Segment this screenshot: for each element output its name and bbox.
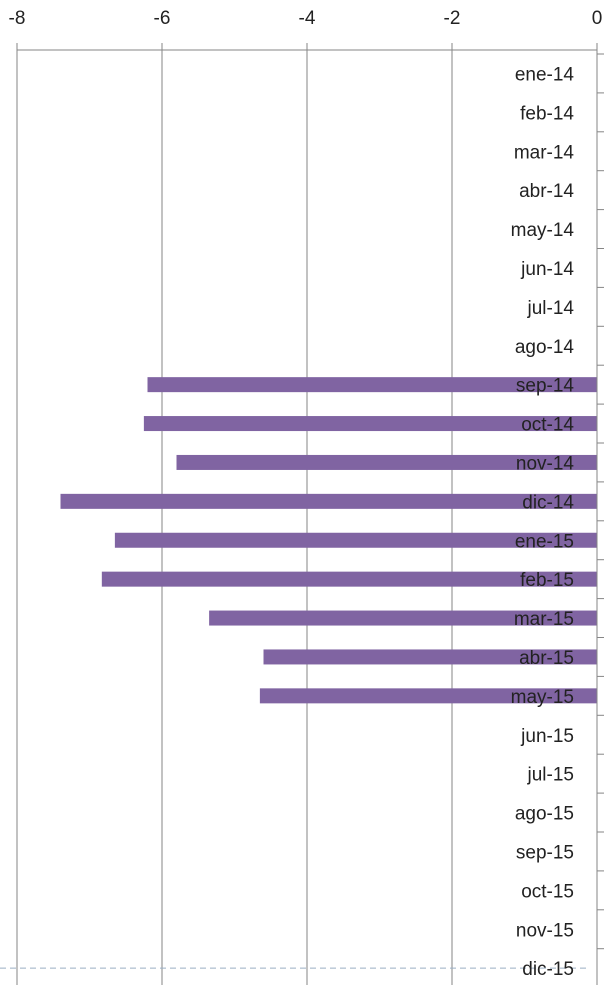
bar: [176, 454, 597, 470]
x-tick-label: 0: [592, 8, 603, 29]
category-label: nov-14: [516, 453, 575, 474]
category-label: ago-14: [515, 337, 575, 358]
bar: [114, 532, 597, 548]
category-label: jun-15: [520, 726, 574, 747]
category-label: jun-14: [520, 259, 574, 280]
category-label: jul-14: [527, 298, 575, 319]
x-tick-label: -8: [9, 8, 26, 29]
category-label: jul-15: [527, 765, 574, 786]
bar: [101, 571, 597, 587]
category-label: oct-14: [521, 415, 574, 436]
category-label: oct-15: [521, 881, 574, 902]
category-label: ene-15: [515, 531, 574, 552]
x-tick-label: -4: [299, 8, 316, 29]
category-label: abr-15: [519, 648, 574, 669]
category-label: ene-14: [515, 64, 575, 85]
bar: [209, 610, 597, 626]
x-tick-label: -2: [444, 8, 461, 29]
category-label: sep-15: [516, 842, 574, 863]
bar: [60, 493, 597, 509]
labels: -8 -6 -4 -2 0 ene-14 feb-14 mar-14 abr-14 may-14 j…: [9, 8, 603, 980]
category-label: mar-15: [514, 609, 574, 630]
gridlines: [16, 50, 453, 985]
axes: [0, 43, 604, 989]
category-label: may-14: [511, 220, 575, 241]
category-label: sep-14: [516, 376, 575, 397]
bar: [259, 688, 597, 704]
category-label: dic-14: [522, 492, 574, 513]
bar: [147, 377, 597, 393]
bar: [143, 416, 597, 432]
x-tick-label: -6: [154, 8, 171, 29]
category-label: abr-14: [519, 181, 574, 202]
bars: [60, 377, 597, 704]
category-label: may-15: [511, 687, 574, 708]
category-label: mar-14: [514, 142, 575, 163]
bar: [263, 649, 597, 665]
category-label: nov-15: [516, 920, 574, 941]
category-label: ago-15: [515, 804, 574, 825]
category-label: dic-15: [522, 959, 574, 980]
category-label: feb-14: [520, 103, 574, 124]
category-label: feb-15: [520, 570, 574, 591]
